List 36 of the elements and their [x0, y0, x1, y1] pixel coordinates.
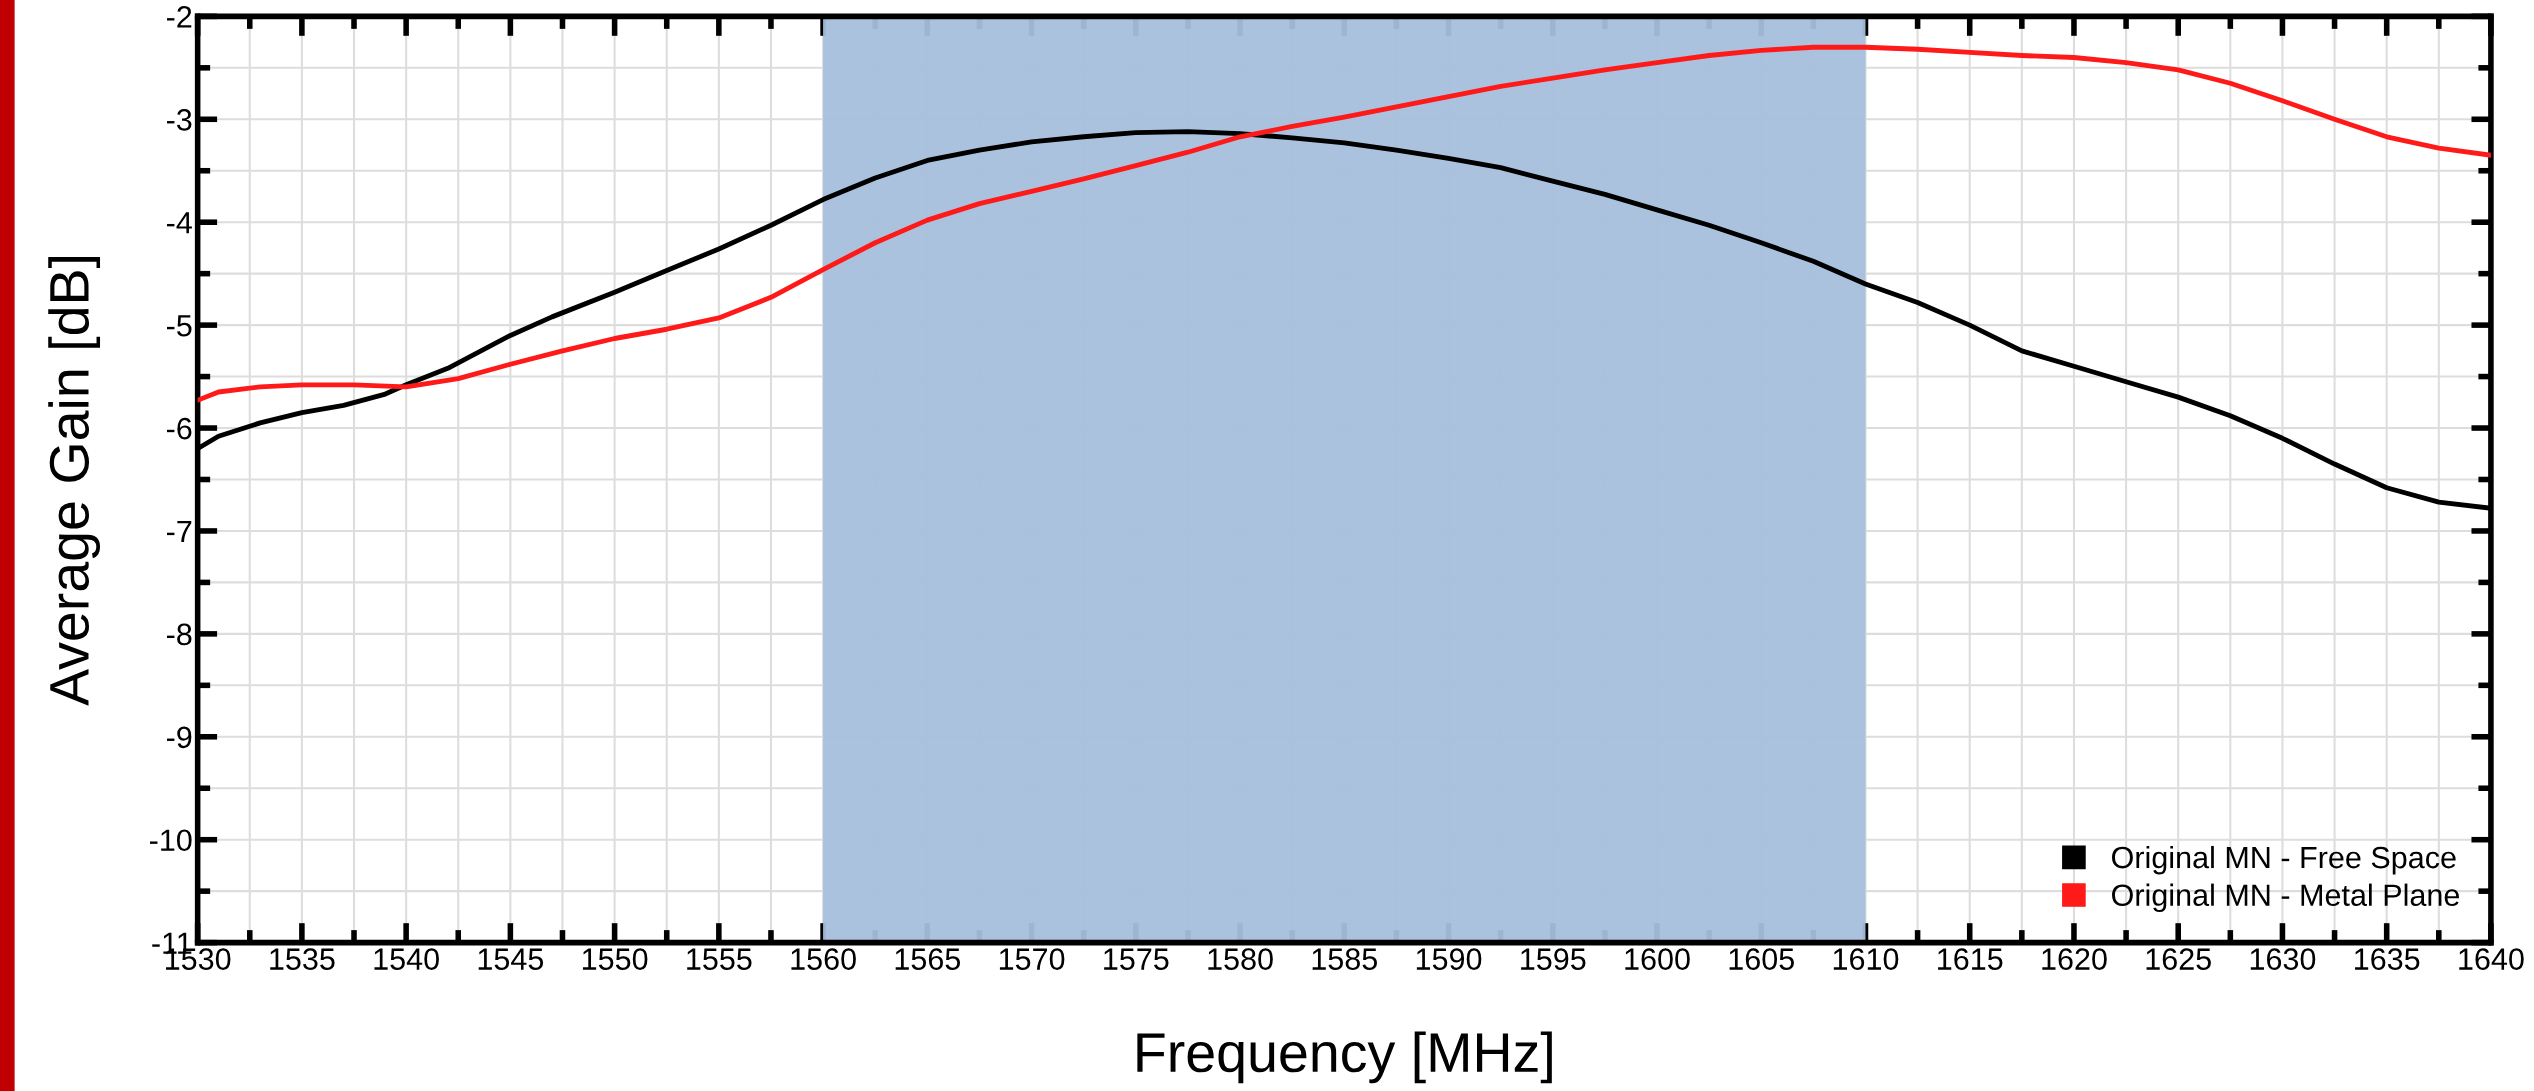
x-tick-label: 1565 [895, 948, 961, 970]
x-tick-label: 1610 [1833, 948, 1899, 970]
legend-label: Original MN - Metal Plane [2112, 883, 2460, 913]
x-tick-label: 1635 [2355, 948, 2420, 970]
x-tick-label: 1535 [270, 948, 335, 970]
x-tick-label: 1560 [791, 948, 856, 970]
y-tick-label: -9 [166, 726, 192, 749]
x-tick-label: 1545 [478, 948, 544, 970]
x-tick-label: 1605 [1729, 948, 1794, 970]
x-tick-label: 1585 [1312, 948, 1377, 970]
y-tick-label: -2 [166, 6, 192, 28]
x-tick-label: 1570 [999, 948, 1065, 970]
line-series [197, 44, 2491, 403]
x-tick-label: 1580 [1208, 948, 1273, 970]
y-tick-label: -3 [166, 109, 192, 131]
x-tick-label: 1615 [1938, 948, 2003, 970]
y-tick-label: -7 [166, 521, 192, 543]
y-tick-label: -6 [166, 417, 192, 440]
x-tick-label: 1640 [2459, 948, 2524, 970]
y-tick-label: -8 [166, 623, 192, 646]
x-axis-title: Frequency [MHz] [1137, 1031, 1552, 1084]
x-tick-label: 1630 [2250, 948, 2316, 970]
y-tick-label: -10 [149, 829, 192, 852]
y-axis-title: Average Gain [dB] [48, 256, 101, 706]
x-tick-label: 1550 [582, 948, 648, 970]
legend-label: Original MN - Free Space [2112, 845, 2456, 875]
x-tick-label: 1625 [2146, 948, 2211, 970]
y-tick-label: -4 [166, 212, 192, 234]
y-tick-label: -5 [166, 315, 192, 337]
x-tick-label: 1600 [1625, 948, 1690, 970]
x-tick-label: 1595 [1521, 948, 1586, 970]
x-tick-label: 1540 [374, 948, 439, 970]
x-tick-label: 1555 [687, 948, 752, 970]
x-tick-label: 1590 [1416, 948, 1482, 970]
x-tick-label: 1620 [2042, 948, 2107, 970]
x-tick-label: 1575 [1104, 948, 1169, 970]
